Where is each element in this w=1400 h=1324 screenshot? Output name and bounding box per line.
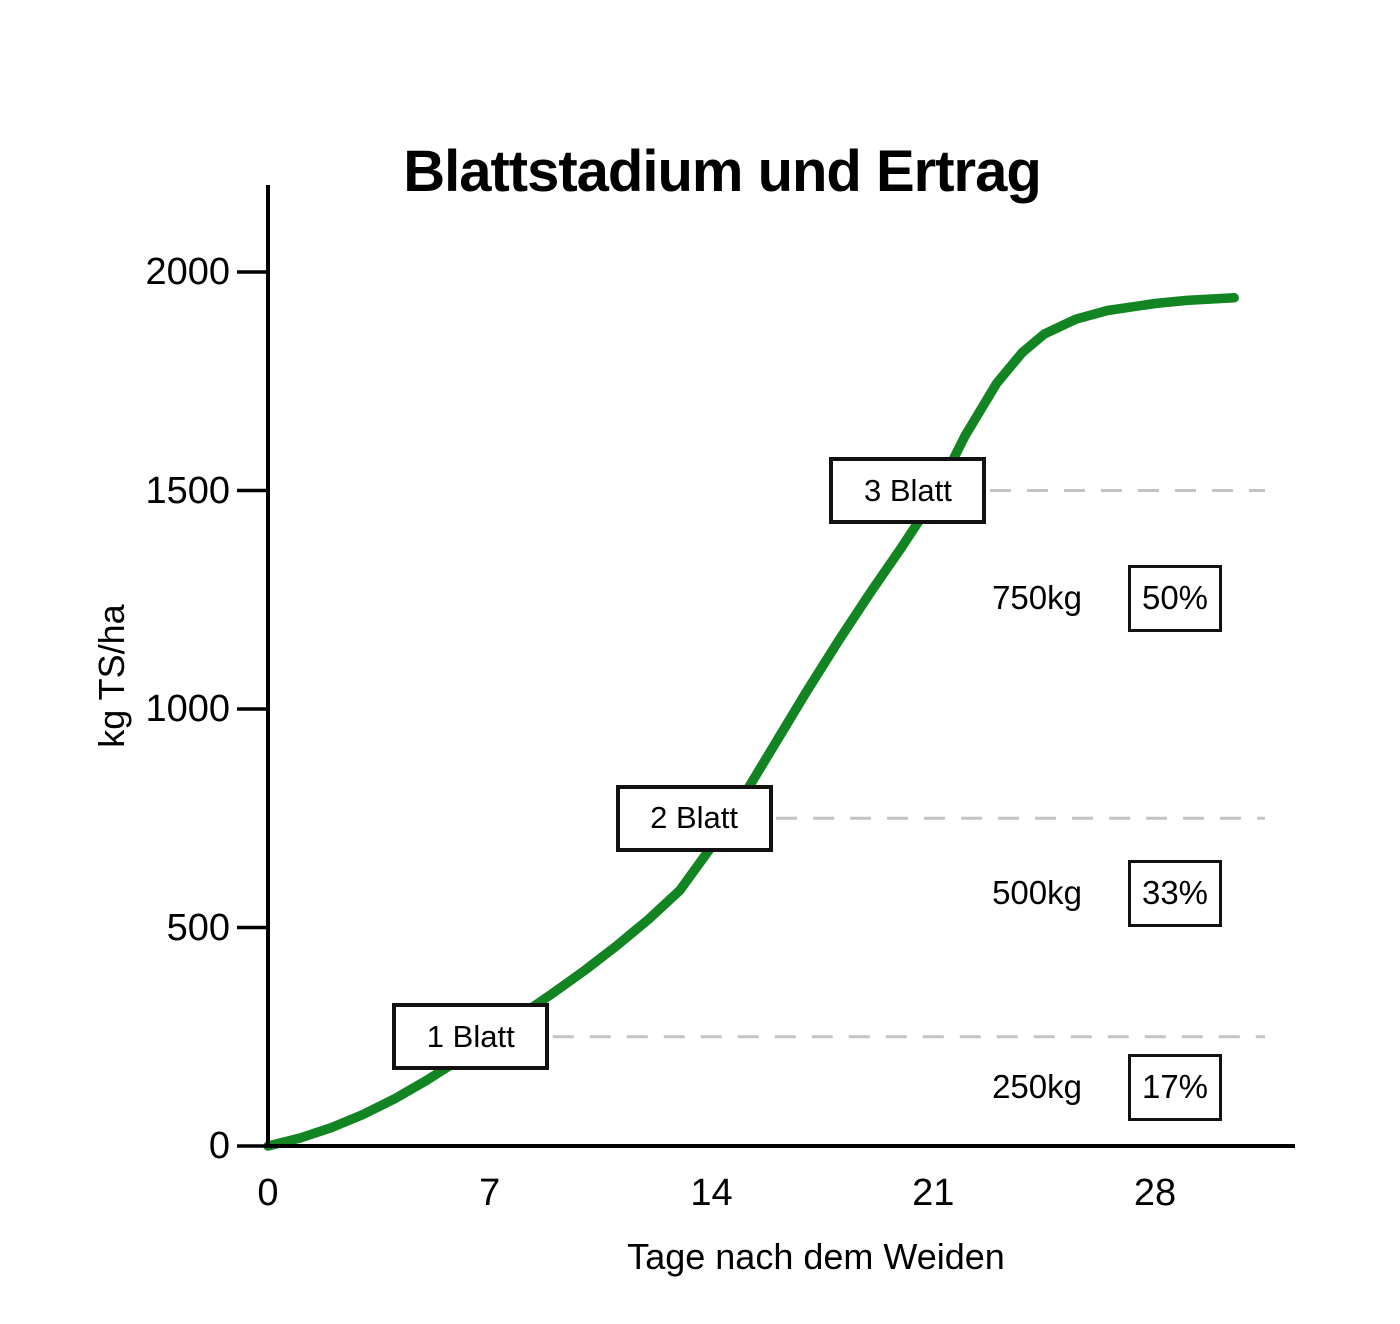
x-tick-label: 28 [1133, 1172, 1177, 1214]
increment-percent-box: 17% [1128, 1053, 1222, 1121]
y-tick-label: 1000 [145, 688, 230, 730]
stage-box-2: 2 Blatt [615, 784, 773, 852]
x-tick-label: 14 [690, 1172, 733, 1214]
chart-title: Blattstadium und Ertrag [403, 139, 1042, 204]
x-tick-label: 0 [257, 1172, 279, 1214]
y-tick-label: 0 [208, 1125, 230, 1167]
increment-percent-box: 33% [1128, 859, 1222, 927]
y-tick-label: 2000 [145, 251, 230, 293]
stage-box-3: 3 Blatt [829, 457, 987, 524]
x-tick-label: 21 [912, 1172, 955, 1214]
increment-percent-box: 50% [1128, 564, 1222, 632]
y-tick-label: 500 [166, 906, 230, 949]
increment-amount: 500kg [992, 874, 1082, 911]
x-tick-label: 7 [479, 1172, 501, 1214]
x-axis-title: Tage nach dem Weiden [627, 1236, 1005, 1277]
y-tick-label: 1500 [145, 469, 230, 512]
increment-amount: 250kg [992, 1068, 1082, 1105]
increment-amount: 750kg [992, 579, 1082, 616]
stage-box-1: 1 Blatt [392, 1003, 550, 1071]
